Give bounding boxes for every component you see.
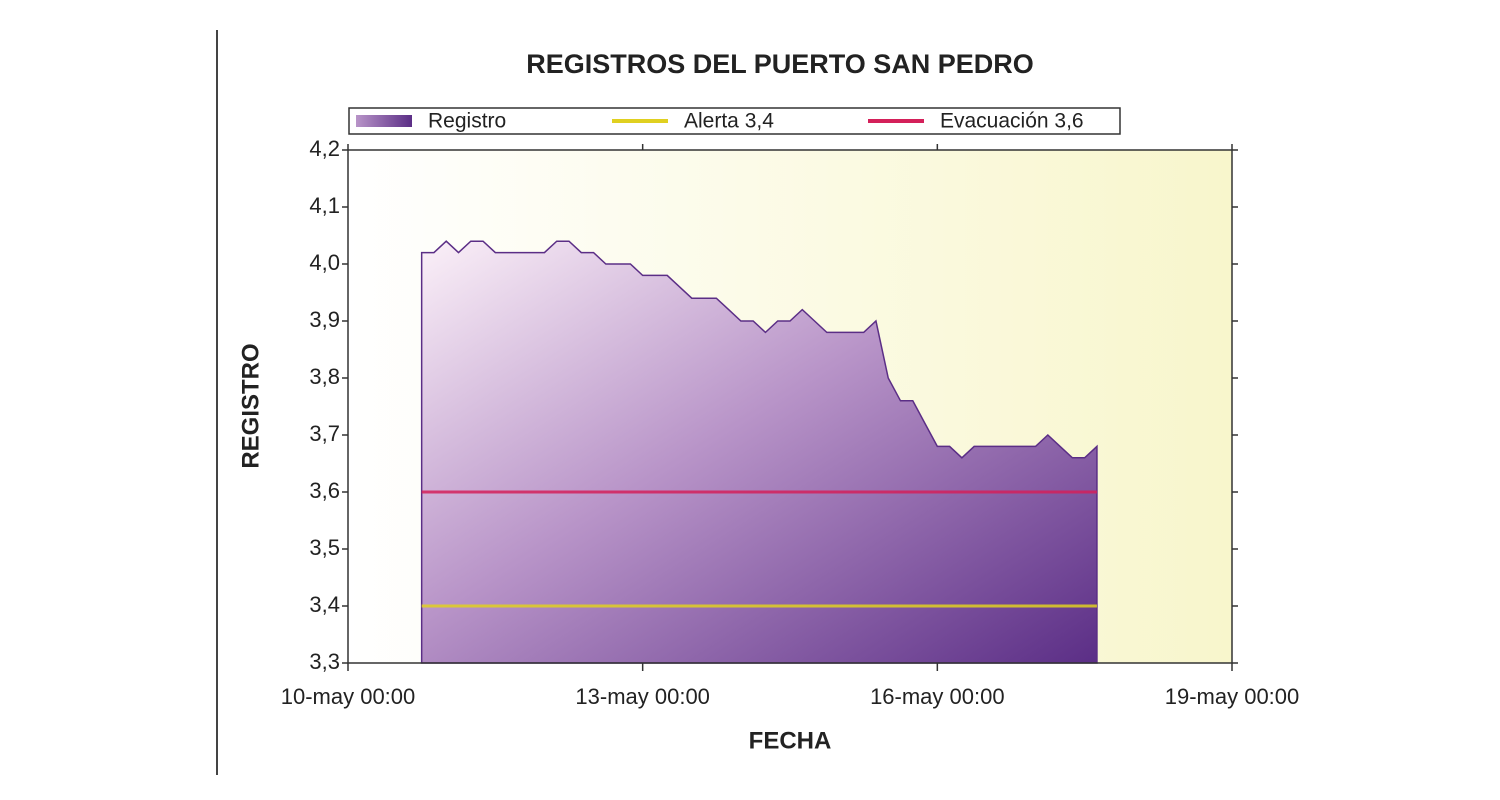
chart-title: REGISTROS DEL PUERTO SAN PEDRO bbox=[526, 49, 1034, 79]
y-axis-title: REGISTRO bbox=[237, 343, 264, 468]
legend-swatch bbox=[356, 115, 412, 127]
legend-label: Registro bbox=[428, 110, 506, 133]
legend-label: Alerta 3,4 bbox=[684, 110, 774, 133]
x-tick-label: 10-may 00:00 bbox=[281, 684, 416, 709]
marks bbox=[420, 240, 1098, 664]
y-tick-label: 4,1 bbox=[309, 193, 340, 218]
y-tick-label: 3,4 bbox=[309, 592, 340, 617]
y-tick-label: 3,8 bbox=[309, 364, 340, 389]
x-tick-label: 13-may 00:00 bbox=[575, 684, 710, 709]
y-tick-label: 3,3 bbox=[309, 649, 340, 674]
x-tick-label: 19-may 00:00 bbox=[1165, 684, 1300, 709]
y-tick-label: 3,5 bbox=[309, 535, 340, 560]
legend-label: Evacuación 3,6 bbox=[940, 110, 1084, 133]
area bbox=[420, 240, 1098, 664]
y-tick-label: 3,6 bbox=[309, 478, 340, 503]
x-tick-label: 16-may 00:00 bbox=[870, 684, 1005, 709]
x-axis-title: FECHA bbox=[749, 727, 832, 754]
y-tick-label: 3,9 bbox=[309, 307, 340, 332]
y-tick-label: 4,2 bbox=[309, 136, 340, 161]
legend bbox=[348, 107, 1121, 135]
y-tick-label: 4,0 bbox=[309, 250, 340, 275]
plot-frame bbox=[347, 149, 1233, 664]
y-tick-label: 3,7 bbox=[309, 421, 340, 446]
